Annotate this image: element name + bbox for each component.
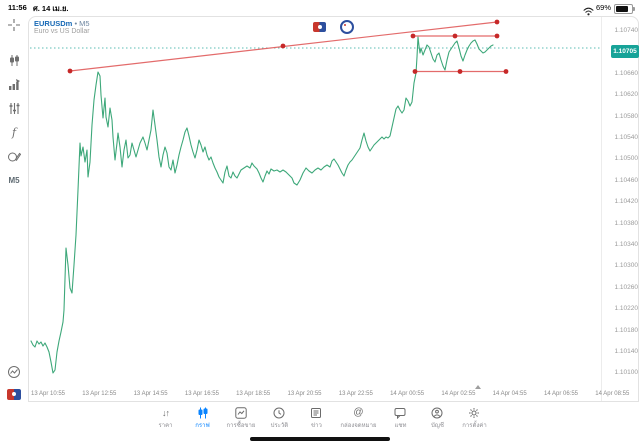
eur-flag-icon (313, 22, 326, 32)
tab-account[interactable]: บัญชี (424, 406, 450, 430)
upper-range-line-object-handle[interactable] (452, 33, 458, 39)
price-polyline (30, 36, 494, 374)
symbol-timeframe: M5 (79, 19, 90, 28)
tab-history[interactable]: ประวัติ (266, 406, 292, 430)
time-tick-label: 14 Apr 06:55 (543, 391, 579, 397)
price-tick-label: 1.10340 (614, 241, 639, 248)
chart-preview-icon[interactable] (0, 364, 28, 380)
upper-range-line-object-handle[interactable] (494, 33, 500, 39)
chart-symbol-description: Euro vs US Dollar (34, 28, 90, 35)
time-tick-label: 14 Apr 08:55 (595, 391, 630, 397)
timeframe-button[interactable]: M5 (8, 175, 20, 185)
tab-trade[interactable]: การซื้อขาย (227, 406, 255, 430)
battery-percent: 69% (596, 3, 612, 12)
price-tick-label: 1.10220 (614, 305, 639, 313)
quotes-icon: ↓↑ (162, 407, 170, 418)
news-icon (310, 406, 322, 419)
bottom-tab-bar: ↓↑ ราคา กราฟ การซื้อขาย ประวัติ (0, 403, 640, 437)
price-tick-label: 1.10180 (614, 326, 639, 334)
symbol-name: EURUSDm (34, 19, 73, 28)
price-tick-label: 1.10380 (614, 219, 639, 227)
chart-symbol-title[interactable]: EURUSDm • M5 (34, 19, 90, 28)
tab-mailbox[interactable]: @ กล่องจดหมาย (340, 407, 377, 429)
lower-range-line-object-handle[interactable] (412, 69, 418, 74)
symbol-flags (313, 20, 354, 34)
current-price-badge: 1.10705 (611, 45, 639, 58)
price-chart[interactable] (30, 16, 601, 388)
settings-icon (468, 406, 480, 419)
chat-icon (394, 406, 406, 419)
price-tick-label: 1.10540 (614, 134, 639, 141)
trade-icon (235, 406, 247, 419)
time-tick-label: 13 Apr 10:55 (30, 391, 66, 397)
battery-icon (614, 3, 635, 14)
lower-range-line-object-handle[interactable] (457, 69, 463, 74)
wifi-icon (583, 3, 594, 21)
trendline-object-handle[interactable] (494, 19, 500, 25)
sliders-icon[interactable] (0, 100, 28, 116)
price-tick-label: 1.10500 (614, 155, 639, 163)
account-icon (431, 406, 443, 419)
symbol-flag-icon[interactable] (0, 386, 28, 402)
tab-news[interactable]: ข่าว (303, 406, 329, 430)
usd-flag-icon (340, 20, 354, 34)
tab-settings[interactable]: การตั้งค่า (461, 406, 487, 430)
price-tick-label: 1.10420 (614, 198, 639, 206)
price-tick-label: 1.10300 (614, 262, 639, 270)
status-date: ศ. 14 เม.ย. (33, 4, 69, 13)
price-tick-label: 1.10660 (614, 69, 639, 77)
time-tick-label: 13 Apr 14:55 (133, 391, 168, 397)
price-tick-label: 1.10740 (614, 27, 639, 34)
symbol-separator: • (74, 19, 78, 28)
price-tick-label: 1.10460 (614, 176, 639, 184)
time-tick-label: 14 Apr 00:55 (390, 391, 425, 397)
time-tick-label: 13 Apr 20:55 (287, 391, 322, 397)
current-bar-marker (475, 385, 481, 389)
time-tick-label: 13 Apr 22:55 (338, 391, 373, 397)
tab-chart[interactable]: กราฟ (190, 406, 216, 430)
tab-quotes[interactable]: ↓↑ ราคา (158, 407, 173, 430)
lower-range-line-object-handle[interactable] (503, 69, 509, 74)
chart-side-toolbar: f M5 (0, 16, 28, 402)
price-tick-label: 1.10100 (614, 369, 639, 377)
price-axis-separator (601, 17, 602, 401)
mailbox-icon: @ (353, 407, 364, 418)
trendline-object-handle[interactable] (280, 43, 286, 49)
time-tick-label: 13 Apr 18:55 (236, 391, 271, 397)
histogram-icon[interactable] (0, 76, 28, 92)
tab-chat[interactable]: แชท (387, 406, 413, 430)
candlestick-icon[interactable] (0, 52, 28, 68)
price-tick-label: 1.10140 (614, 348, 639, 355)
time-tick-label: 13 Apr 16:55 (184, 391, 219, 397)
chart-icon (197, 406, 209, 419)
price-tick-label: 1.10620 (614, 91, 639, 99)
trendline-object-handle[interactable] (67, 68, 73, 74)
function-icon[interactable]: f (11, 125, 17, 139)
history-icon (273, 406, 285, 419)
draw-objects-icon[interactable] (0, 148, 28, 164)
upper-range-line-object-handle[interactable] (410, 33, 416, 39)
time-tick-label: 14 Apr 04:55 (492, 391, 527, 397)
crosshair-icon[interactable] (0, 17, 28, 33)
time-tick-label: 14 Apr 02:55 (441, 391, 476, 397)
time-tick-label: 13 Apr 12:55 (82, 391, 117, 397)
home-indicator[interactable] (250, 437, 390, 441)
price-tick-label: 1.10580 (614, 112, 639, 120)
chart-card (28, 16, 639, 402)
status-time: 11:56 (8, 3, 27, 12)
price-tick-label: 1.10260 (614, 283, 639, 291)
